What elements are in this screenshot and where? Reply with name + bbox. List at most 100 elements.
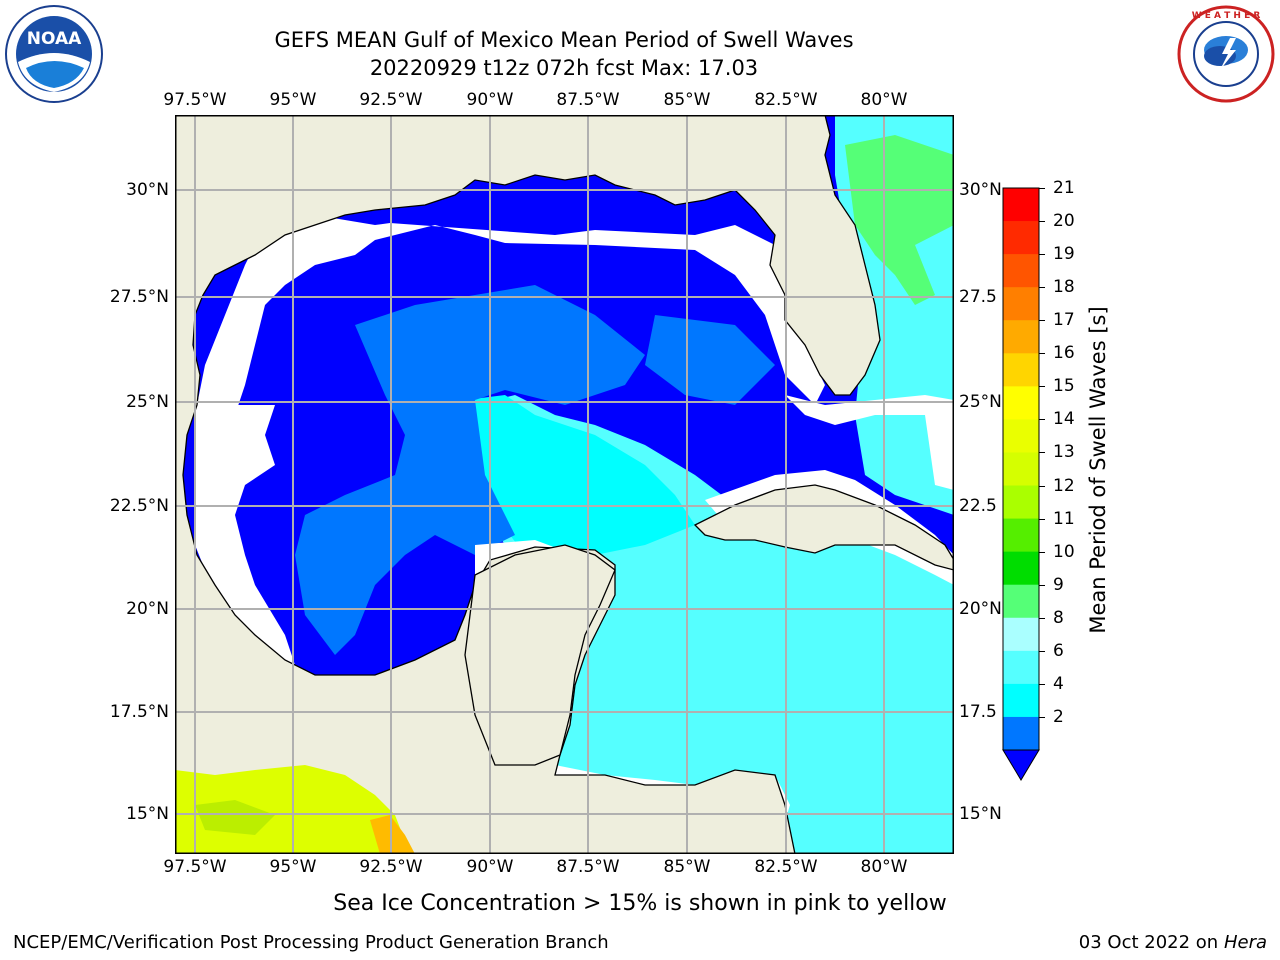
- colorbar-tick-mark: [1039, 551, 1045, 553]
- colorbar-tick-label: 11: [1053, 508, 1075, 529]
- colorbar-tick-mark: [1039, 716, 1045, 718]
- lat-label-right: 30°N: [959, 180, 1002, 200]
- colorbar-tick-label: 9: [1053, 574, 1064, 595]
- colorbar-tick-label: 17: [1053, 310, 1075, 331]
- colorbar-tick-label: 2: [1053, 706, 1064, 727]
- swell-period-map: [175, 115, 954, 854]
- noaa-logo: NOAA: [5, 5, 103, 103]
- colorbar-swatch: [1003, 485, 1039, 520]
- colorbar-tick-mark: [1039, 221, 1045, 223]
- colorbar-tick-mark: [1039, 320, 1045, 322]
- lat-label-left: 15°N: [126, 804, 169, 824]
- colorbar-tick-label: 10: [1053, 541, 1075, 562]
- graticule: [175, 115, 954, 854]
- colorbar-tick-mark: [1039, 683, 1045, 685]
- colorbar-tick-mark: [1039, 287, 1045, 289]
- footer-date: 03 Oct 2022 on: [1078, 932, 1219, 953]
- yucatan-peninsula: [464, 544, 616, 766]
- colorbar-swatch: [1003, 683, 1039, 718]
- colorbar-tick-label: 6: [1053, 640, 1064, 661]
- colorbar-extend-triangle: [1002, 749, 1040, 781]
- colorbar-tick-label: 19: [1053, 244, 1075, 265]
- map-title-line-1: GEFS MEAN Gulf of Mexico Mean Period of …: [274, 28, 854, 52]
- lat-label-right: 15°N: [959, 804, 1002, 824]
- colorbar-tick-mark: [1039, 584, 1045, 586]
- lat-label-left: 30°N: [126, 180, 169, 200]
- colorbar-tick-label: 8: [1053, 607, 1064, 628]
- sea-ice-note: Sea Ice Concentration > 15% is shown in …: [333, 891, 947, 916]
- colorbar-tick-label: 4: [1053, 673, 1064, 694]
- colorbar-tick-label: 15: [1053, 376, 1075, 397]
- colorbar-label: Mean Period of Swell Waves [s]: [1086, 306, 1110, 634]
- footer-host: Hera: [1223, 932, 1267, 953]
- lon-label-top: 82.5°W: [754, 90, 818, 110]
- lat-label-right: 22.5: [959, 496, 997, 516]
- colorbar-tick-mark: [1039, 485, 1045, 487]
- colorbar-swatch: [1003, 584, 1039, 619]
- colorbar-tick-label: 13: [1053, 442, 1075, 463]
- lon-label-bottom: 90°W: [466, 857, 514, 877]
- nws-logo: W E A T H E R: [1177, 5, 1275, 103]
- colorbar-swatch: [1003, 518, 1039, 553]
- lon-label-bottom: 92.5°W: [359, 857, 423, 877]
- colorbar-swatch: [1003, 716, 1039, 751]
- colorbar-tick-label: 20: [1053, 211, 1075, 232]
- lon-label-top: 92.5°W: [359, 90, 423, 110]
- colorbar-tick-mark: [1039, 353, 1045, 355]
- colorbar-swatch: [1003, 386, 1039, 420]
- lon-label-top: 87.5°W: [556, 90, 620, 110]
- footer-left: NCEP/EMC/Verification Post Processing Pr…: [13, 932, 609, 953]
- colorbar-swatch: [1003, 353, 1039, 387]
- colorbar-tick-label: 16: [1053, 343, 1075, 364]
- lon-label-bottom: 95°W: [269, 857, 317, 877]
- colorbar-tick-label: 21: [1053, 178, 1075, 198]
- lon-label-bottom: 97.5°W: [163, 857, 227, 877]
- lat-label-left: 17.5°N: [109, 702, 169, 722]
- lat-label-left: 22.5°N: [109, 496, 169, 516]
- colorbar-swatch: [1003, 254, 1039, 288]
- footer-right: 03 Oct 2022 on Hera: [1079, 932, 1267, 953]
- colorbar-tick-mark: [1039, 617, 1045, 619]
- lat-label-left: 27.5°N: [109, 287, 169, 307]
- lon-label-bottom: 87.5°W: [556, 857, 620, 877]
- lon-label-top: 80°W: [860, 90, 908, 110]
- lon-label-top: 90°W: [466, 90, 514, 110]
- mid-gulf-blue-field: [295, 285, 645, 655]
- colorbar-swatch: [1003, 188, 1039, 222]
- lat-label-right: 20°N: [959, 599, 1002, 619]
- colorbar-tick-mark: [1039, 518, 1045, 520]
- lon-label-top: 97.5°W: [163, 90, 227, 110]
- map-title-line-2: 20220929 t12z 072h fcst Max: 17.03: [369, 56, 759, 80]
- lat-label-left: 25°N: [126, 392, 169, 412]
- colorbar-swatch: [1003, 419, 1039, 453]
- colorbar-tick-mark: [1039, 452, 1045, 454]
- colorbar-swatch: [1003, 287, 1039, 321]
- colorbar-tick-label: 18: [1053, 277, 1075, 298]
- lon-label-bottom: 82.5°W: [754, 857, 818, 877]
- lon-label-top: 85°W: [663, 90, 711, 110]
- pacific-yellow-green-blotch: [195, 800, 275, 835]
- colorbar-tick-mark: [1039, 188, 1045, 189]
- colorbar-tick-label: 14: [1053, 409, 1075, 430]
- colorbar-swatch: [1003, 551, 1039, 586]
- colorbar-swatch: [1003, 320, 1039, 354]
- lon-label-bottom: 80°W: [860, 857, 908, 877]
- lat-label-right: 17.5: [959, 702, 997, 722]
- map-frame: [175, 115, 954, 854]
- colorbar-tick-mark: [1039, 254, 1045, 256]
- colorbar-swatch: [1003, 617, 1039, 652]
- colorbar-tick-mark: [1039, 419, 1045, 421]
- atlantic-green-field: [845, 135, 954, 305]
- lat-label-right: 27.5: [959, 287, 997, 307]
- colorbar-tick-mark: [1039, 386, 1045, 388]
- lat-label-left: 20°N: [126, 599, 169, 619]
- lon-label-top: 95°W: [269, 90, 317, 110]
- colorbar: [1002, 187, 1040, 781]
- lon-label-bottom: 85°W: [663, 857, 711, 877]
- east-gulf-blue-patch: [645, 315, 775, 405]
- colorbar-swatch: [1003, 452, 1039, 487]
- colorbar-tick-label: 12: [1053, 475, 1075, 496]
- colorbar-tick-mark: [1039, 650, 1045, 652]
- florida-keys-white-mask: [785, 395, 954, 490]
- noaa-logo-text: NOAA: [27, 29, 82, 49]
